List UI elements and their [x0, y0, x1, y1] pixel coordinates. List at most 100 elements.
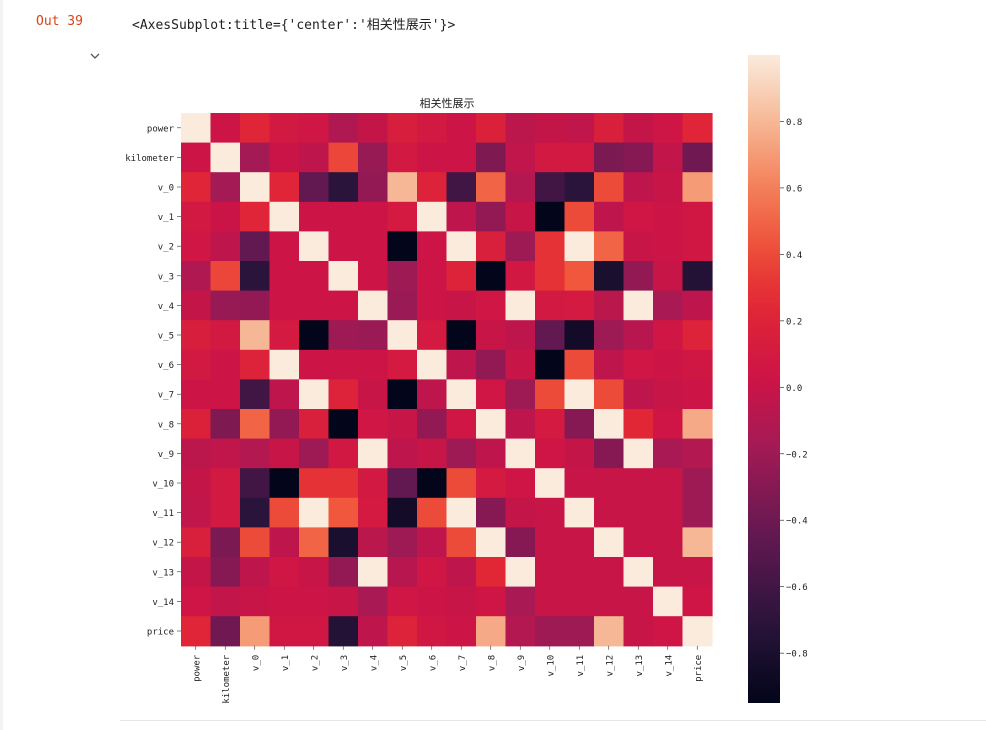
col-tick-labels: power kilometer v_0 v_1 v_2 v_3 v_4 v_5 v_6 v_7 v_…	[192, 645, 704, 704]
heatmap-cell-v_5-v_14	[653, 320, 684, 351]
heatmap-cell-v_1-v_6	[417, 201, 448, 232]
col-label-v_2: v_2	[310, 655, 320, 671]
heatmap-cell-v_4-v_0	[240, 290, 271, 321]
heatmap-cell-v_13-v_5	[387, 557, 418, 588]
heatmap-cell-v_4-v_4	[358, 290, 389, 321]
heatmap-cell-power-v_12	[594, 113, 625, 144]
heatmap-cell-v_5-v_6	[417, 320, 448, 351]
colorbar-tick-label: 0.6	[786, 184, 802, 194]
heatmap-cell-kilometer-v_3	[328, 142, 359, 173]
heatmap-cell-v_2-v_14	[653, 231, 684, 262]
heatmap-cell-v_9-kilometer	[210, 438, 241, 469]
heatmap-cell-v_6-power	[181, 349, 212, 380]
row-label-v_14: v_14	[152, 598, 174, 608]
heatmap-cell-v_8-v_7	[446, 409, 477, 440]
heatmap-cell-v_9-v_7	[446, 438, 477, 469]
heatmap-cell-kilometer-v_5	[387, 142, 418, 173]
heatmap-cell-v_3-v_14	[653, 261, 684, 292]
heatmap-cell-v_11-power	[181, 497, 212, 528]
cell-left-border	[0, 0, 3, 730]
heatmap-cell-v_6-price	[682, 349, 713, 380]
heatmap-cell-v_6-kilometer	[210, 349, 241, 380]
heatmap-cell-price-v_2	[299, 616, 330, 647]
heatmap-cell-v_6-v_11	[564, 349, 595, 380]
heatmap-cell-v_13-power	[181, 557, 212, 588]
heatmap-cell-v_4-v_12	[594, 290, 625, 321]
heatmap-cell-v_9-power	[181, 438, 212, 469]
heatmap-cell-v_10-v_9	[505, 468, 536, 499]
heatmap-cell-v_11-v_11	[564, 497, 595, 528]
row-label-price: price	[147, 628, 174, 638]
colorbar-tick-label: −0.6	[786, 583, 808, 593]
heatmap-cell-v_0-v_14	[653, 172, 684, 203]
heatmap-cell-v_9-price	[682, 438, 713, 469]
heatmap-cell-v_9-v_0	[240, 438, 271, 469]
heatmap-cell-v_14-v_0	[240, 586, 271, 617]
heatmap-cell-v_1-v_13	[623, 201, 654, 232]
heatmap-cell-v_4-v_5	[387, 290, 418, 321]
col-label-v_3: v_3	[340, 655, 350, 671]
heatmap-cell-power-kilometer	[210, 113, 241, 144]
heatmap-cell-price-v_11	[564, 616, 595, 647]
heatmap-cell-kilometer-v_9	[505, 142, 536, 173]
heatmap-cell-v_4-v_8	[476, 290, 507, 321]
heatmap-cell-v_10-v_10	[535, 468, 566, 499]
heatmap-cell-power-v_14	[653, 113, 684, 144]
colorbar-tick-label: 0.2	[786, 317, 802, 327]
heatmap-cell-v_0-v_4	[358, 172, 389, 203]
heatmap-cell-v_8-v_14	[653, 409, 684, 440]
row-tick-labels: power kilometer v_0 v_1 v_2 v_3 v_4 v_5 v_6 v_7 v_…	[125, 124, 181, 638]
heatmap-cell-v_10-v_1	[269, 468, 300, 499]
heatmap-cell-v_4-power	[181, 290, 212, 321]
chevron-down-icon[interactable]	[88, 48, 102, 62]
heatmap-cell-power-v_2	[299, 113, 330, 144]
heatmap-cell-v_5-v_1	[269, 320, 300, 351]
heatmap-cell-v_3-v_13	[623, 261, 654, 292]
row-label-v_12: v_12	[152, 539, 174, 549]
heatmap-cell-v_3-v_5	[387, 261, 418, 292]
heatmap-cell-price-v_1	[269, 616, 300, 647]
heatmap-cell-v_0-v_13	[623, 172, 654, 203]
heatmap-cell-v_0-v_1	[269, 172, 300, 203]
heatmap-cell-v_14-kilometer	[210, 586, 241, 617]
heatmap-cell-v_11-v_1	[269, 497, 300, 528]
heatmap-cell-v_12-kilometer	[210, 527, 241, 558]
heatmap-cell-v_13-v_3	[328, 557, 359, 588]
heatmap-cell-v_8-v_9	[505, 409, 536, 440]
heatmap-cell-price-v_10	[535, 616, 566, 647]
heatmap-cell-v_12-v_3	[328, 527, 359, 558]
heatmap-cell-v_3-v_12	[594, 261, 625, 292]
heatmap-cell-v_8-v_13	[623, 409, 654, 440]
heatmap-cell-v_12-v_9	[505, 527, 536, 558]
heatmap-cell-price-v_5	[387, 616, 418, 647]
heatmap-cell-v_5-v_9	[505, 320, 536, 351]
heatmap-cell-price-v_3	[328, 616, 359, 647]
heatmap-cell-v_5-v_5	[387, 320, 418, 351]
colorbar-tick-label: −0.4	[786, 517, 808, 527]
heatmap-cell-v_7-v_12	[594, 379, 625, 410]
heatmap-cell-v_13-v_14	[653, 557, 684, 588]
heatmap-cell-v_13-v_6	[417, 557, 448, 588]
heatmap-cell-v_2-v_6	[417, 231, 448, 262]
output-text: <AxesSubplot:title={'center':'相关性展示'}>	[132, 18, 456, 33]
heatmap-cell-v_13-v_1	[269, 557, 300, 588]
row-label-power: power	[147, 124, 175, 134]
row-label-v_2: v_2	[158, 243, 174, 253]
heatmap-cell-kilometer-v_0	[240, 142, 271, 173]
heatmap-cell-v_13-v_12	[594, 557, 625, 588]
heatmap-cell-power-power	[181, 113, 212, 144]
col-label-v_5: v_5	[399, 655, 409, 671]
heatmap-cell-v_1-power	[181, 201, 212, 232]
heatmap-cell-v_7-power	[181, 379, 212, 410]
heatmap-cell-v_2-v_3	[328, 231, 359, 262]
heatmap-cell-v_4-v_7	[446, 290, 477, 321]
heatmap-cell-v_13-v_13	[623, 557, 654, 588]
heatmap-cell-v_1-v_0	[240, 201, 271, 232]
col-label-v_1: v_1	[281, 655, 291, 671]
heatmap-cell-v_11-v_10	[535, 497, 566, 528]
heatmap-cell-v_11-v_12	[594, 497, 625, 528]
heatmap-cell-v_9-v_6	[417, 438, 448, 469]
heatmap-cell-v_1-v_7	[446, 201, 477, 232]
heatmap-cell-v_13-v_10	[535, 557, 566, 588]
